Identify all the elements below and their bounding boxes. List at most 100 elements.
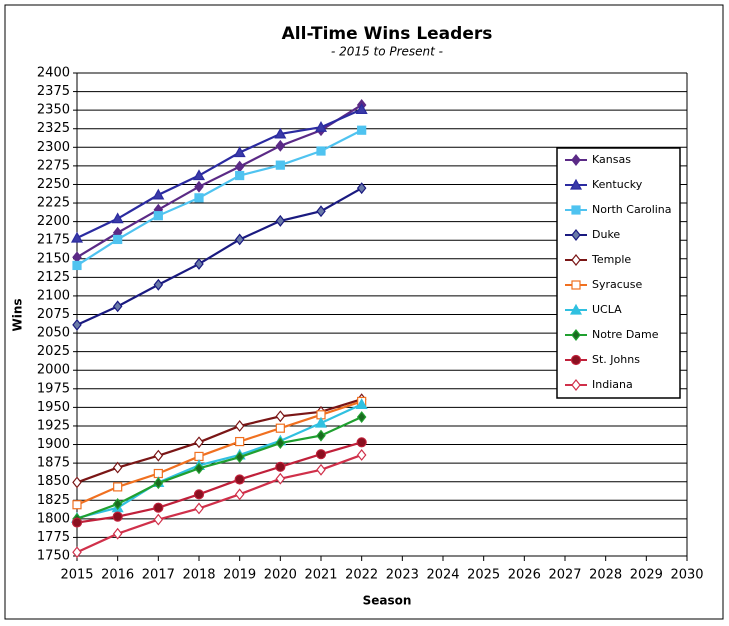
marker (153, 278, 164, 291)
y-tick-label: 2150 (37, 251, 70, 266)
y-axis-label: Wins (11, 298, 25, 331)
legend-label: Kansas (592, 153, 631, 166)
chart-subtitle: - 2015 to Present - (331, 45, 443, 59)
y-tick-label: 1850 (37, 474, 70, 489)
marker (275, 139, 286, 152)
marker (72, 318, 82, 331)
y-tick-label: 2400 (37, 66, 70, 81)
y-tick-label: 1975 (37, 381, 70, 396)
marker (571, 229, 581, 241)
marker (571, 280, 581, 290)
series-line (76, 416, 363, 520)
marker (72, 260, 82, 271)
marker (72, 500, 82, 510)
legend-label: St. Johns (592, 353, 640, 366)
x-axis-label: Season (363, 594, 412, 608)
x-tick-label: 2030 (670, 568, 703, 583)
x-tick-label: 2016 (101, 568, 134, 583)
series-line (76, 453, 363, 554)
x-tick-label: 2023 (386, 568, 419, 583)
marker (316, 429, 326, 442)
marker (356, 182, 367, 195)
marker (193, 489, 205, 500)
y-tick-label: 2300 (37, 140, 70, 155)
plot-area (70, 98, 368, 559)
marker (275, 472, 286, 485)
marker (571, 379, 581, 391)
y-tick-label: 2225 (37, 196, 70, 211)
legend-label: Syracuse (592, 278, 643, 291)
marker (112, 461, 123, 474)
marker (112, 498, 123, 510)
legend-label: Duke (592, 228, 620, 241)
x-tick-label: 2029 (630, 568, 663, 583)
y-tick-label: 2000 (37, 363, 70, 378)
marker (153, 502, 164, 513)
x-tick-label: 2015 (60, 568, 93, 583)
series-line (76, 187, 363, 326)
legend-label: Notre Dame (592, 328, 659, 341)
marker (235, 170, 245, 181)
marker (571, 154, 581, 166)
marker (315, 449, 327, 460)
marker (153, 477, 164, 490)
series-line (76, 129, 363, 267)
marker (357, 125, 367, 135)
marker (72, 476, 82, 489)
marker (194, 502, 204, 515)
marker (314, 121, 328, 132)
y-tick-label: 2250 (37, 177, 70, 192)
y-tick-label: 1900 (37, 437, 70, 452)
series-line (76, 441, 362, 524)
x-tick-label: 2019 (223, 568, 256, 583)
x-tick-label: 2027 (548, 568, 581, 583)
marker (275, 410, 286, 423)
y-tick-label: 1950 (37, 400, 70, 415)
y-tick-label: 2200 (37, 214, 70, 229)
marker (153, 513, 164, 526)
marker (316, 205, 326, 218)
marker (112, 511, 123, 522)
legend-label: North Carolina (592, 203, 672, 216)
series-line (76, 108, 363, 239)
marker (72, 546, 82, 559)
y-tick-label: 1775 (37, 530, 70, 545)
marker (234, 451, 245, 464)
marker (234, 488, 245, 501)
x-tick-label: 2026 (508, 568, 541, 583)
x-tick-label: 2024 (426, 568, 459, 583)
marker (316, 146, 326, 156)
legend-label: Kentucky (592, 178, 643, 191)
marker (235, 436, 245, 447)
marker (314, 416, 328, 428)
y-tick-label: 1825 (37, 493, 70, 508)
marker (355, 398, 368, 410)
x-tick-label: 2017 (142, 568, 175, 583)
y-tick-label: 1875 (37, 456, 70, 471)
marker (234, 474, 245, 485)
marker (571, 329, 581, 341)
marker (571, 254, 581, 266)
y-tick-label: 1925 (37, 418, 70, 433)
marker (569, 303, 583, 315)
legend: Kansas Kentucky North Carolina Duke Temple Sy… (556, 147, 681, 399)
x-tick-label: 2018 (182, 568, 215, 583)
marker (194, 258, 204, 270)
marker (192, 169, 206, 181)
marker (112, 300, 123, 313)
marker (275, 461, 286, 472)
legend-label: UCLA (592, 303, 622, 316)
marker (275, 160, 285, 170)
y-tick-label: 2025 (37, 344, 70, 359)
y-tick-label: 2050 (37, 326, 70, 341)
y-tick-label: 2325 (37, 121, 70, 136)
y-tick-label: 2275 (37, 158, 70, 173)
series-line (76, 400, 363, 506)
marker (570, 354, 582, 366)
marker (355, 103, 368, 115)
series-line (76, 403, 363, 520)
marker (275, 423, 285, 433)
y-tick-label: 2100 (37, 288, 70, 303)
marker (153, 211, 163, 221)
